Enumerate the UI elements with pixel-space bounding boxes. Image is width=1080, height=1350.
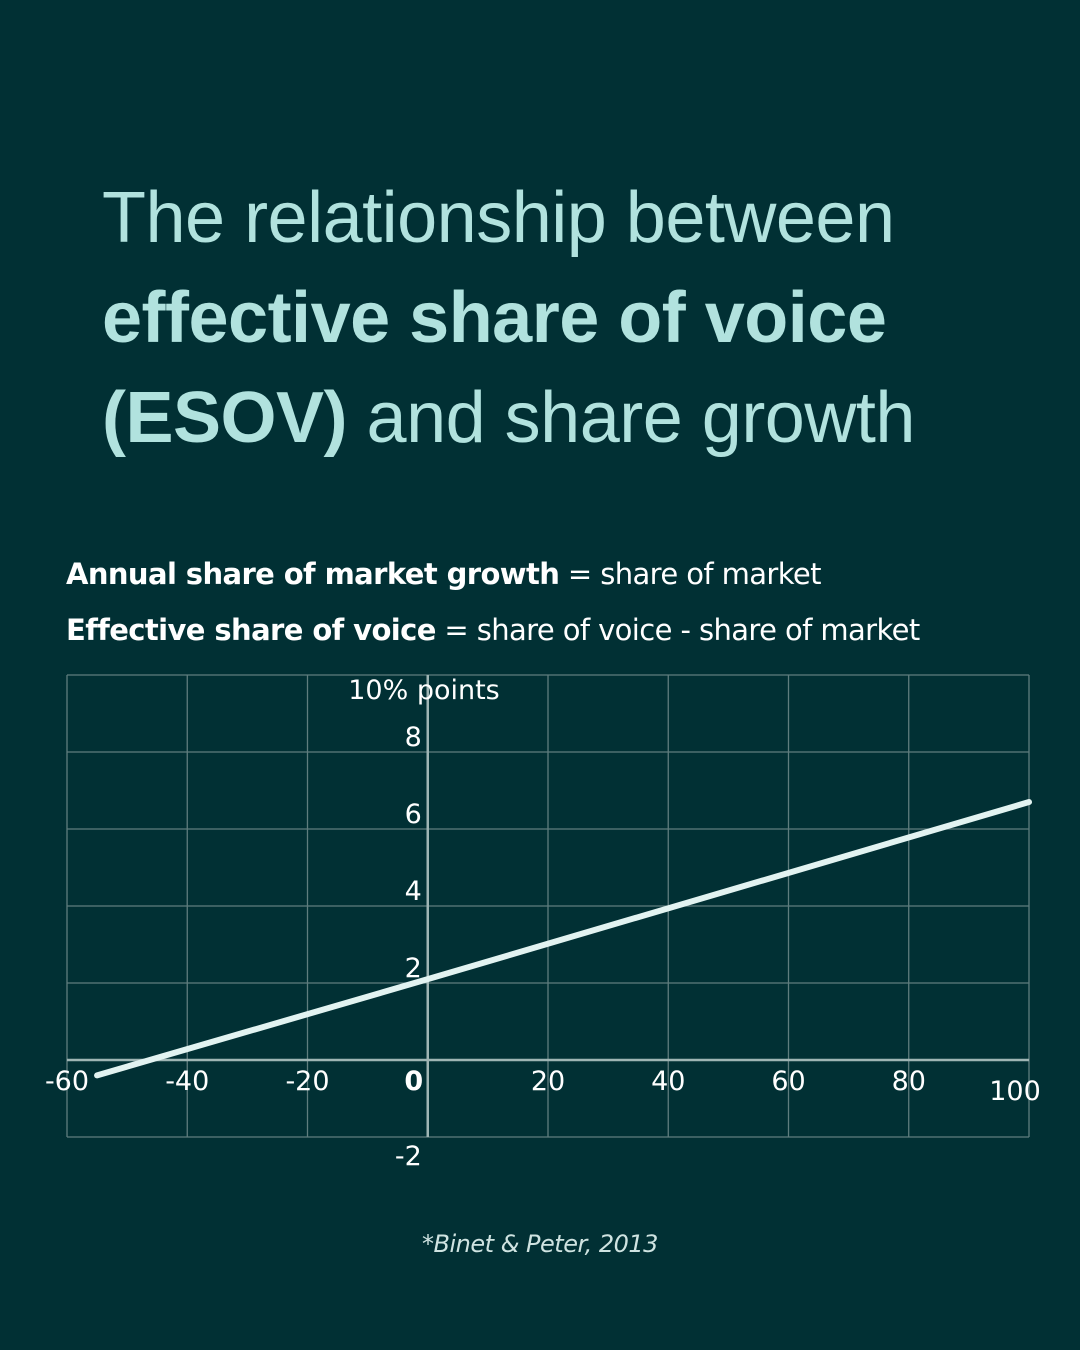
definition-share-growth: Annual share of market growth = share of…	[66, 546, 920, 602]
title-line-2: effective share of voice	[102, 278, 887, 358]
series-line	[94, 799, 1032, 1079]
y-tick-label: 8	[405, 722, 422, 753]
definition-text: = share of voice - share of market	[435, 613, 920, 647]
definition-term: Effective share of voice	[66, 613, 436, 647]
x-tick-label: 20	[531, 1066, 565, 1097]
x-tick-label: 80	[892, 1066, 926, 1097]
page-title: The relationship between effective share…	[102, 168, 1022, 468]
y-tick-label: 4	[405, 876, 422, 907]
series	[94, 799, 1032, 1079]
x-tick-label: 0	[404, 1066, 423, 1097]
definition-esov: Effective share of voice = share of voic…	[66, 602, 920, 658]
y-tick-label: 6	[405, 799, 422, 830]
x-tick-label: -60	[45, 1066, 89, 1097]
x-tick-label: -40	[165, 1066, 209, 1097]
definition-text: = share of market	[559, 557, 822, 591]
y-tick-label: 2	[405, 953, 422, 984]
y-axis-label: 10% points	[348, 675, 500, 706]
title-line-1: The relationship between	[102, 178, 895, 258]
x-tick-label: 100	[989, 1076, 1041, 1107]
definition-term: Annual share of market growth	[66, 557, 560, 591]
tick-labels: -60 -40 -20 0 20 40 60 80 100 -2 2 4 6 8 10% points	[45, 675, 1041, 1172]
axes	[67, 675, 1029, 1137]
x-tick-label: 60	[771, 1066, 805, 1097]
source-citation: *Binet & Peter, 2013	[422, 1230, 658, 1258]
x-tick-label: -20	[285, 1066, 329, 1097]
x-tick-label: 40	[651, 1066, 685, 1097]
y-tick-label: -2	[395, 1141, 422, 1172]
title-line-3-rest: and share growth	[347, 378, 916, 458]
title-line-3-bold: (ESOV)	[102, 378, 348, 458]
definitions: Annual share of market growth = share of…	[66, 546, 920, 658]
